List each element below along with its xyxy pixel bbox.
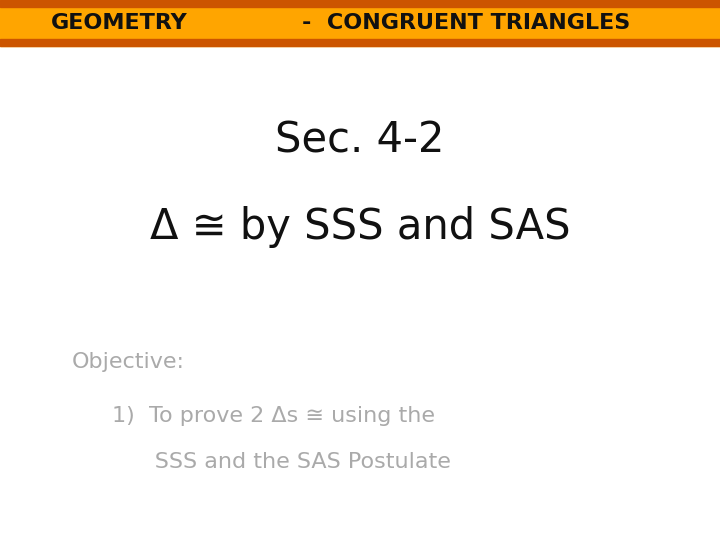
Text: Sec. 4-2: Sec. 4-2 (275, 119, 445, 161)
Bar (0, 0, 720, 46)
Bar (0, 39, 720, 46)
Bar (0, 0, 720, 7)
Text: GEOMETRY: GEOMETRY (50, 13, 187, 33)
Text: -  CONGRUENT TRIANGLES: - CONGRUENT TRIANGLES (302, 13, 631, 33)
Text: Objective:: Objective: (72, 352, 185, 372)
Text: Δ ≅ by SSS and SAS: Δ ≅ by SSS and SAS (150, 206, 570, 248)
Text: 1)  To prove 2 Δs ≅ using the: 1) To prove 2 Δs ≅ using the (112, 406, 435, 426)
Text: SSS and the SAS Postulate: SSS and the SAS Postulate (112, 451, 451, 472)
